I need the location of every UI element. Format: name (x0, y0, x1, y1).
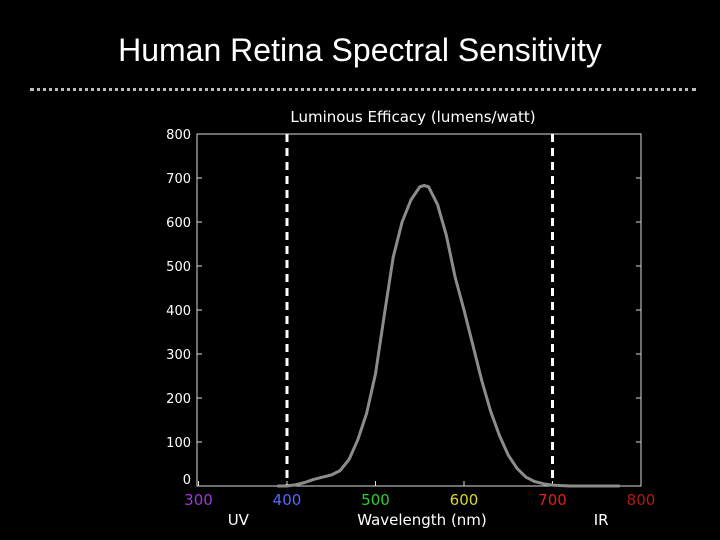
boundary-lines (285, 134, 554, 486)
x-tick-label: 300 (184, 491, 213, 509)
y-tick-label: 600 (166, 216, 191, 231)
x-tick-label: 500 (361, 491, 390, 509)
x-tick-label: 400 (273, 491, 302, 509)
region-label-ir: IR (594, 511, 609, 529)
y-tick-label: 500 (166, 260, 191, 275)
y-tick-label: 700 (166, 172, 191, 187)
chart-title: Luminous Efficacy (lumens/watt) (290, 108, 535, 126)
y-tick-label: 0 (183, 473, 191, 488)
y-axis-ticks: 0 100 200 300 400 500 600 700 800 (166, 128, 641, 488)
x-tick-label: 600 (450, 491, 479, 509)
region-label-uv: UV (228, 511, 250, 529)
y-tick-label: 200 (166, 392, 191, 407)
luminous-efficacy-curve (276, 184, 621, 488)
region-labels: UV IR (228, 511, 609, 529)
y-tick-label: 800 (166, 128, 191, 143)
x-axis-label: Wavelength (nm) (357, 511, 487, 529)
x-tick-label: 800 (627, 491, 656, 509)
y-tick-label: 300 (166, 348, 191, 363)
slide-title: Human Retina Spectral Sensitivity (118, 32, 602, 68)
y-tick-label: 400 (166, 304, 191, 319)
y-tick-label: 100 (166, 436, 191, 451)
x-tick-label: 700 (538, 491, 567, 509)
title-divider (30, 88, 696, 91)
x-axis-ticks: 300 400 500 600 700 800 (184, 481, 655, 509)
